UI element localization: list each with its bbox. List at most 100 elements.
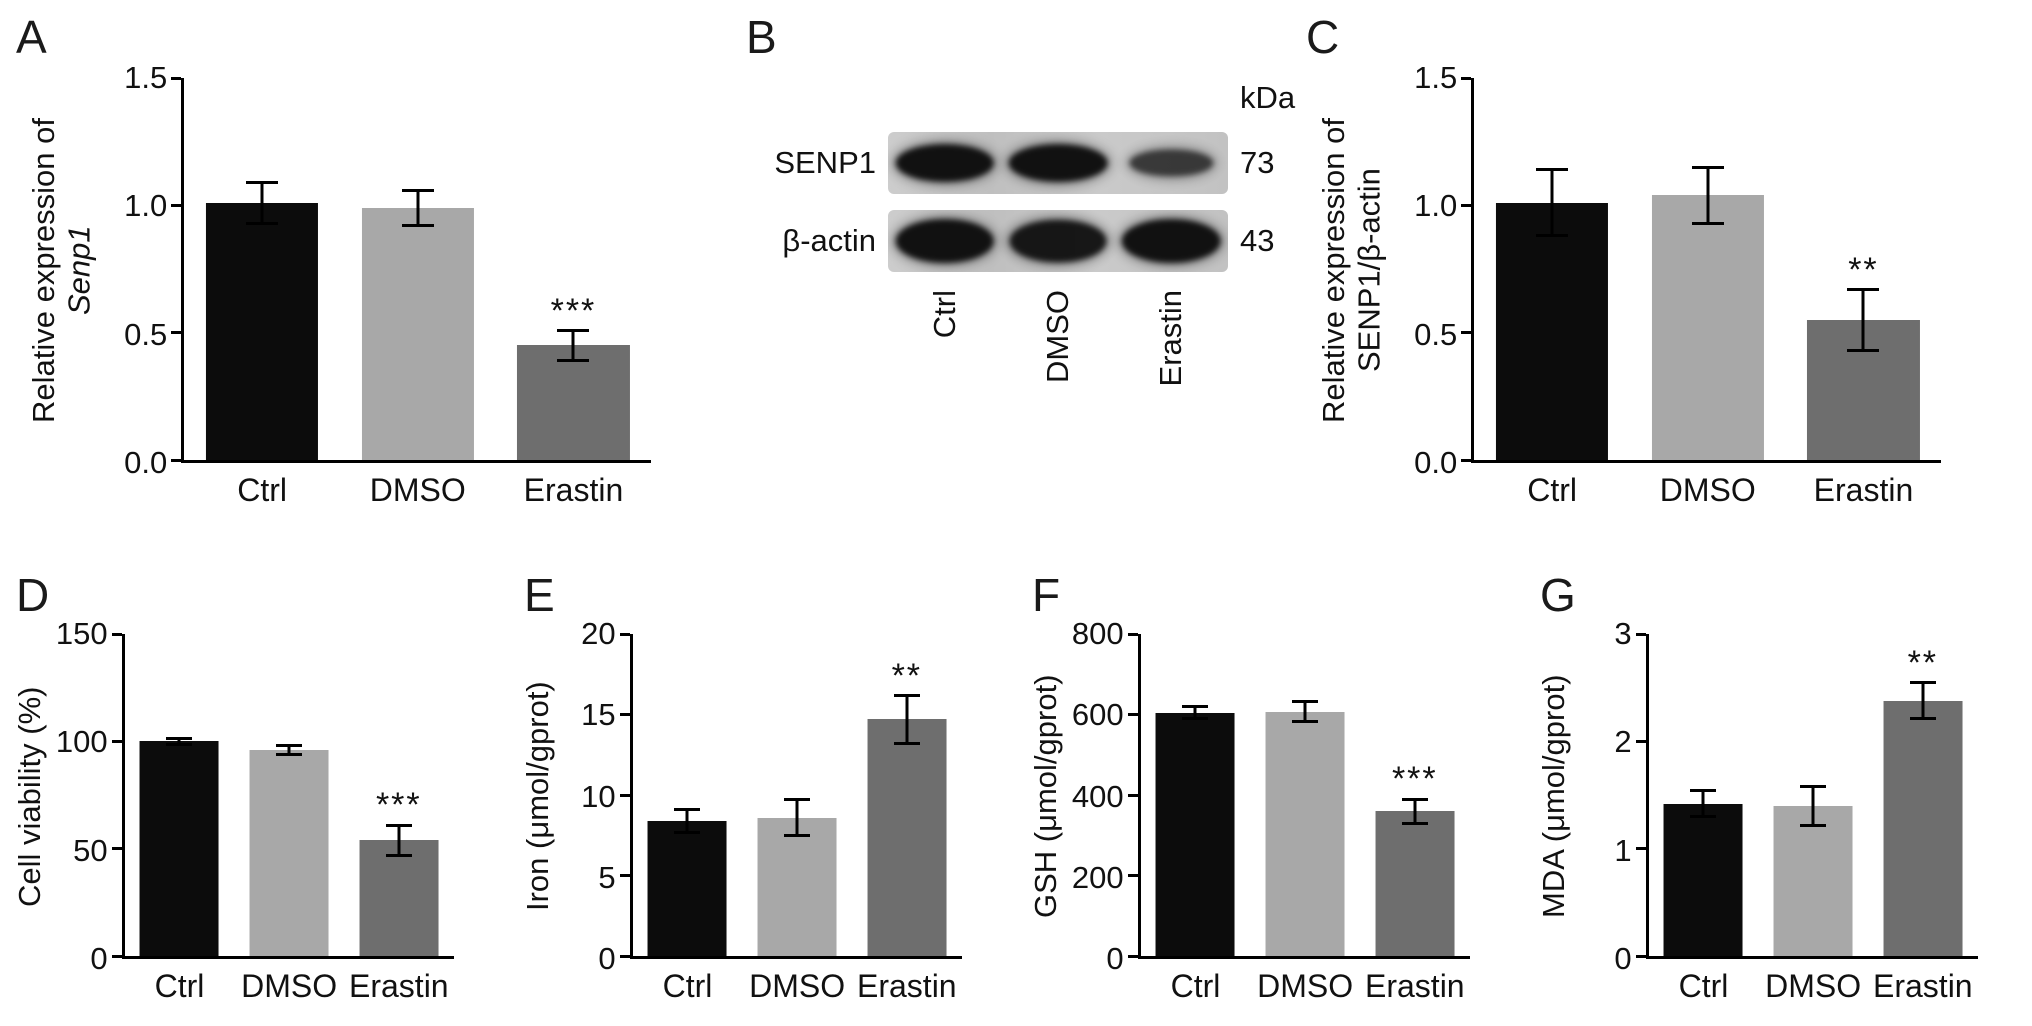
error-bar bbox=[1861, 289, 1865, 351]
y-axis-title-line: GSH (μmol/gprot) bbox=[1028, 674, 1063, 919]
bar-ctrl bbox=[206, 202, 319, 460]
error-cap-bottom bbox=[1691, 221, 1724, 225]
panel-label-g: G bbox=[1540, 569, 1576, 621]
y-tick-mark bbox=[1127, 954, 1138, 958]
error-cap-bottom bbox=[401, 224, 434, 228]
x-tick-label: DMSO bbox=[1257, 968, 1354, 1004]
bar-dmso bbox=[1265, 711, 1345, 956]
y-axis-title: Cell viability (%) bbox=[12, 634, 48, 959]
plot-area: Ctrl DMSO *** Erastin bbox=[111, 632, 454, 1004]
error-cap-bottom bbox=[1909, 717, 1936, 721]
panel-label-d: D bbox=[16, 569, 50, 621]
y-tick-label: 20 bbox=[581, 616, 616, 651]
error-bar bbox=[1303, 701, 1307, 722]
y-tick-label: 5 bbox=[598, 859, 616, 895]
bar-dmso bbox=[1773, 805, 1853, 956]
y-tick-mark bbox=[619, 874, 630, 877]
y-tick-mark bbox=[1461, 458, 1472, 462]
y-tick-label: 0 bbox=[598, 941, 616, 976]
y-tick-mark bbox=[111, 954, 122, 958]
figure-bottom-row: D Cell viability (%) 0 50 100 150 Ctrl DMSO *… bbox=[0, 530, 2032, 1026]
significance-stars: *** bbox=[550, 291, 597, 330]
y-tick-mark bbox=[111, 632, 122, 636]
y-tick-label: 0.5 bbox=[124, 316, 168, 352]
protein-label: SENP1 bbox=[774, 145, 876, 180]
y-tick-label: 0.5 bbox=[1414, 316, 1458, 352]
error-bar bbox=[397, 825, 401, 856]
error-cap-bottom bbox=[557, 359, 590, 363]
y-tick-label: 200 bbox=[1071, 859, 1124, 895]
y-tick-label: 1.5 bbox=[1414, 60, 1458, 95]
x-tick-label: Erastin bbox=[1365, 968, 1465, 1004]
error-cap-top bbox=[784, 798, 811, 802]
x-tick-label: Ctrl bbox=[154, 968, 205, 1004]
error-bar bbox=[905, 695, 909, 744]
y-tick-label: 15 bbox=[581, 697, 616, 733]
panel-b: B kDa SENP1 73 β-actin 43 Ctrl DMSO Erastin bbox=[730, 0, 1295, 530]
panel-label-a: A bbox=[16, 11, 47, 63]
x-tick-label: Erastin bbox=[1813, 472, 1914, 508]
y-axis-title-line: SENP1/β-actin bbox=[1351, 168, 1387, 373]
error-bar bbox=[287, 745, 291, 755]
bar-chart-g: MDA (μmol/gprot) 0 1 2 3 Ctrl DMSO ** Erastin bbox=[1524, 530, 2032, 1004]
kda-unit-label: kDa bbox=[1240, 80, 1296, 115]
x-tick-label: Ctrl bbox=[1527, 472, 1577, 508]
error-cap-top bbox=[1536, 168, 1569, 172]
y-axis-tick-labels: 0 5 10 15 20 bbox=[556, 616, 630, 976]
y-tick-mark bbox=[1635, 632, 1646, 636]
y-axis-tick-labels: 0 1 2 3 bbox=[1572, 616, 1646, 976]
bar-dmso bbox=[1651, 195, 1764, 460]
y-tick-label: 1.0 bbox=[1414, 188, 1458, 224]
panel-g: G MDA (μmol/gprot) 0 1 2 3 Ctrl DMSO ** Erasti… bbox=[1524, 530, 2032, 1026]
error-cap-top bbox=[893, 693, 920, 697]
y-tick-mark bbox=[1635, 847, 1646, 851]
plot-area: Ctrl DMSO ** Erastin bbox=[1635, 632, 1978, 1004]
bar-erastin bbox=[517, 345, 630, 460]
y-tick-mark bbox=[619, 713, 630, 716]
error-cap-top bbox=[1182, 704, 1209, 708]
error-bar bbox=[1193, 706, 1197, 719]
y-tick-label: 50 bbox=[73, 832, 108, 868]
panel-c: C Relative expression of SENP1/β-actin 0.… bbox=[1290, 0, 2032, 530]
panel-e: E Iron (μmol/gprot) 0 5 10 15 20 Ctrl DMSO ** E… bbox=[508, 530, 1016, 1026]
blot-band bbox=[895, 219, 994, 263]
error-bar bbox=[571, 330, 575, 361]
x-tick-label: Ctrl bbox=[1170, 968, 1221, 1004]
significance-stars: *** bbox=[375, 786, 422, 825]
error-bar bbox=[177, 738, 181, 745]
x-tick-label: DMSO bbox=[369, 472, 466, 508]
y-tick-label: 2 bbox=[1614, 724, 1632, 760]
y-tick-mark bbox=[111, 739, 122, 743]
y-tick-label: 10 bbox=[581, 778, 616, 814]
x-tick-label: DMSO bbox=[749, 968, 846, 1004]
y-tick-mark bbox=[1127, 793, 1138, 797]
y-tick-mark bbox=[619, 954, 630, 958]
panel-f: F GSH (μmol/gprot) 0 200 400 600 800 Ctrl DMS… bbox=[1016, 530, 1524, 1026]
x-tick-label: Ctrl bbox=[1678, 968, 1729, 1004]
x-tick-label: Erastin bbox=[1873, 968, 1973, 1004]
blot-band bbox=[1122, 219, 1221, 263]
significance-stars: *** bbox=[1391, 760, 1438, 799]
plot-area: Ctrl DMSO ** Erastin bbox=[1461, 76, 1942, 508]
lane-label-text: Erastin bbox=[1153, 290, 1189, 387]
error-cap-bottom bbox=[784, 833, 811, 837]
x-tick-label: Erastin bbox=[349, 968, 449, 1004]
y-tick-label: 0.0 bbox=[124, 445, 168, 480]
bar-chart-e: Iron (μmol/gprot) 0 5 10 15 20 Ctrl DMSO ** Era… bbox=[508, 530, 1016, 1004]
error-cap-bottom bbox=[1847, 349, 1880, 352]
y-axis-title: Iron (μmol/gprot) bbox=[520, 634, 556, 959]
bar-erastin bbox=[359, 840, 439, 956]
error-cap-bottom bbox=[1182, 717, 1209, 721]
plot-area: Ctrl DMSO *** Erastin bbox=[171, 76, 652, 508]
x-tick-label: Erastin bbox=[523, 472, 624, 508]
y-axis-title-line: MDA (μmol/gprot) bbox=[1536, 674, 1571, 919]
error-cap-top bbox=[276, 744, 303, 748]
y-axis-tick-labels: 0 50 100 150 bbox=[48, 616, 122, 976]
bar-ctrl bbox=[1663, 803, 1743, 956]
y-tick-label: 150 bbox=[55, 616, 108, 651]
x-tick-label: DMSO bbox=[1659, 472, 1756, 508]
y-tick-label: 0 bbox=[1614, 941, 1632, 976]
y-tick-mark bbox=[171, 458, 182, 462]
bar-dmso bbox=[757, 817, 837, 956]
